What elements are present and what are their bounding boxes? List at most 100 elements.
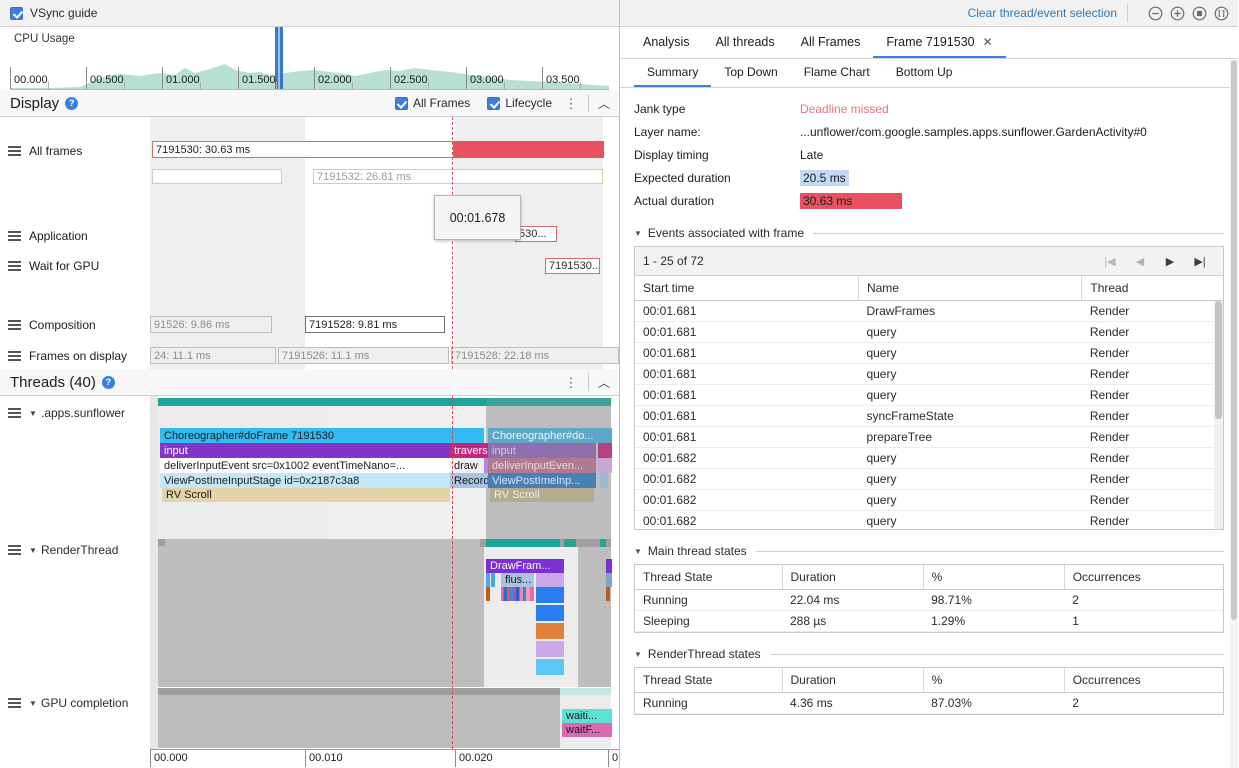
table-row[interactable]: 00:01.681 query Render <box>635 363 1223 385</box>
tab-frame-7191530[interactable]: Frame 7191530 ✕ <box>873 35 1006 58</box>
drag-handle-icon[interactable] <box>8 696 21 711</box>
chevron-down-icon[interactable]: ▼ <box>634 649 642 659</box>
help-icon[interactable]: ? <box>101 375 115 389</box>
trace-slice[interactable]: waiti... <box>562 709 612 723</box>
drag-handle-icon[interactable] <box>8 349 21 364</box>
timeline-selection-marker[interactable] <box>275 27 283 89</box>
fit-to-screen-icon[interactable] <box>1210 2 1232 24</box>
trace-slice[interactable]: deliverInputEvent src=0x1002 eventTimeNa… <box>160 458 450 473</box>
chevron-down-icon[interactable]: ▼ <box>29 698 37 708</box>
display-row-application[interactable]: Application <box>0 226 150 246</box>
last-page-button[interactable]: ▶| <box>1194 255 1206 268</box>
column-header-duration[interactable]: Duration <box>782 565 924 590</box>
table-row[interactable]: 00:01.681 query Render <box>635 384 1223 406</box>
trace-slice[interactable]: input <box>160 443 450 458</box>
application-frame-bar[interactable]: 530... <box>515 226 557 242</box>
column-header-occurrences[interactable]: Occurrences <box>1064 565 1223 590</box>
tab-top-down[interactable]: Top Down <box>724 65 778 79</box>
table-row[interactable]: 00:01.681 query Render <box>635 342 1223 364</box>
thread-group-gpu-completion[interactable]: ▼ GPU completion <box>0 693 150 713</box>
table-row[interactable]: 00:01.681 syncFrameState Render <box>635 405 1223 427</box>
clear-selection-link[interactable]: Clear thread/event selection <box>967 6 1117 20</box>
column-header-percent[interactable]: % <box>923 668 1065 693</box>
events-table-scroll[interactable]: 00:01.681 DrawFrames Render 00:01.681 query… <box>635 301 1223 529</box>
table-row[interactable]: Running 4.36 ms 87.03% 2 <box>635 692 1223 714</box>
collapse-threads-icon[interactable]: ︿ <box>597 375 610 390</box>
more-options-icon[interactable]: ⋮ <box>564 374 578 390</box>
chevron-down-icon[interactable]: ▼ <box>29 408 37 418</box>
threads-track-area[interactable]: Choreographer#doFrame 7191530 input trav… <box>150 396 619 766</box>
table-row[interactable]: 00:01.682 query Render <box>635 447 1223 469</box>
table-row[interactable]: 00:01.681 query Render <box>635 321 1223 343</box>
analysis-scrollbar[interactable] <box>1230 60 1238 768</box>
display-row-all-frames[interactable]: All frames <box>0 141 150 161</box>
zoom-in-icon[interactable] <box>1166 2 1188 24</box>
composition-bar-selected[interactable]: 7191528: 9.81 ms <box>305 316 445 333</box>
drag-handle-icon[interactable] <box>8 229 21 244</box>
trace-slice[interactable]: deliverInputEven... <box>488 458 596 473</box>
table-row[interactable]: 00:01.682 query Render <box>635 510 1223 529</box>
collapse-display-icon[interactable]: ︿ <box>597 96 610 111</box>
trace-slice[interactable]: RV Scroll <box>490 488 594 502</box>
main-thread-states-header[interactable]: ▼ Main thread states <box>634 544 1224 558</box>
table-row[interactable]: Running 22.04 ms 98.71% 2 <box>635 589 1223 611</box>
frame-bar-selected[interactable]: 7191530: 30.63 ms <box>152 141 454 158</box>
lifecycle-checkbox[interactable] <box>487 96 501 110</box>
display-track-area[interactable]: 7191530: 30.63 ms 7191532: 26.81 ms 530.… <box>150 117 619 369</box>
display-row-composition[interactable]: Composition <box>0 315 150 335</box>
trace-slice[interactable]: DrawFram... <box>486 559 564 573</box>
thread-group-apps-sunflower[interactable]: ▼ .apps.sunflower <box>0 403 150 423</box>
column-header-thread[interactable]: Thread <box>1081 276 1223 301</box>
events-scrollbar[interactable] <box>1214 301 1223 529</box>
frame-bar-prev[interactable] <box>152 169 282 184</box>
wait-for-gpu-frame-bar[interactable]: 7191530... <box>545 258 600 274</box>
frame-bar-next[interactable]: 7191532: 26.81 ms <box>313 169 603 184</box>
tab-summary[interactable]: Summary <box>634 65 712 87</box>
frame-bar-overrun[interactable] <box>454 141 604 158</box>
first-page-button[interactable]: |◀ <box>1104 255 1116 268</box>
column-header-percent[interactable]: % <box>923 565 1065 590</box>
all-frames-option[interactable]: All Frames <box>390 96 470 110</box>
prev-page-button[interactable]: ◀ <box>1135 255 1145 268</box>
table-row[interactable]: Sleeping 288 µs 1.29% 1 <box>635 610 1223 632</box>
table-row[interactable]: 00:01.682 query Render <box>635 489 1223 511</box>
lifecycle-option[interactable]: Lifecycle <box>482 96 552 110</box>
frames-on-display-bar-a[interactable]: 24: 11.1 ms <box>150 347 276 364</box>
trace-slice[interactable]: ViewPostImeInp... <box>488 473 596 488</box>
trace-slice[interactable]: draw <box>450 458 484 473</box>
thread-group-renderthread[interactable]: ▼ RenderThread <box>0 540 150 560</box>
column-header-start-time[interactable]: Start time <box>635 276 859 301</box>
chevron-down-icon[interactable]: ▼ <box>29 545 37 555</box>
column-header-occurrences[interactable]: Occurrences <box>1064 668 1223 693</box>
column-header-thread-state[interactable]: Thread State <box>635 565 783 590</box>
drag-handle-icon[interactable] <box>8 318 21 333</box>
trace-slice[interactable]: Choreographer#doFrame 7191530 <box>160 428 484 443</box>
drag-handle-icon[interactable] <box>8 144 21 159</box>
frames-on-display-bar-c[interactable]: 7191528: 22.18 ms <box>451 347 619 364</box>
trace-slice[interactable] <box>598 443 612 458</box>
trace-slice[interactable]: ViewPostImeInputStage id=0x2187c3a8 <box>160 473 450 488</box>
table-row[interactable]: 00:01.682 query Render <box>635 468 1223 490</box>
cpu-usage-chart[interactable]: CPU Usage 00.000 00.500 01.000 01.500 02… <box>10 27 609 90</box>
tab-flame-chart[interactable]: Flame Chart <box>803 65 870 79</box>
column-header-duration[interactable]: Duration <box>782 668 924 693</box>
reset-zoom-icon[interactable] <box>1188 2 1210 24</box>
threads-timeline-ruler[interactable]: 00.000 00.010 00.020 0 <box>150 749 619 767</box>
column-header-thread-state[interactable]: Thread State <box>635 668 783 693</box>
trace-slice[interactable] <box>598 458 612 473</box>
help-icon[interactable]: ? <box>65 96 79 110</box>
table-row[interactable]: 00:01.681 prepareTree Render <box>635 426 1223 448</box>
frames-on-display-bar-b[interactable]: 7191526: 11.1 ms <box>278 347 449 364</box>
drag-handle-icon[interactable] <box>8 543 21 558</box>
drag-handle-icon[interactable] <box>8 406 21 421</box>
chevron-down-icon[interactable]: ▼ <box>634 546 642 556</box>
column-header-name[interactable]: Name <box>858 276 1083 301</box>
trace-slice[interactable] <box>600 473 608 488</box>
trace-slice[interactable]: input <box>488 443 596 458</box>
display-row-frames-on-display[interactable]: Frames on display <box>0 346 150 366</box>
composition-bar-prev[interactable]: 91526: 9.86 ms <box>150 316 272 333</box>
tab-bottom-up[interactable]: Bottom Up <box>895 65 953 79</box>
tab-analysis[interactable]: Analysis <box>630 35 703 58</box>
more-options-icon[interactable]: ⋮ <box>564 95 578 111</box>
trace-slice[interactable]: Choreographer#do... <box>488 428 612 443</box>
